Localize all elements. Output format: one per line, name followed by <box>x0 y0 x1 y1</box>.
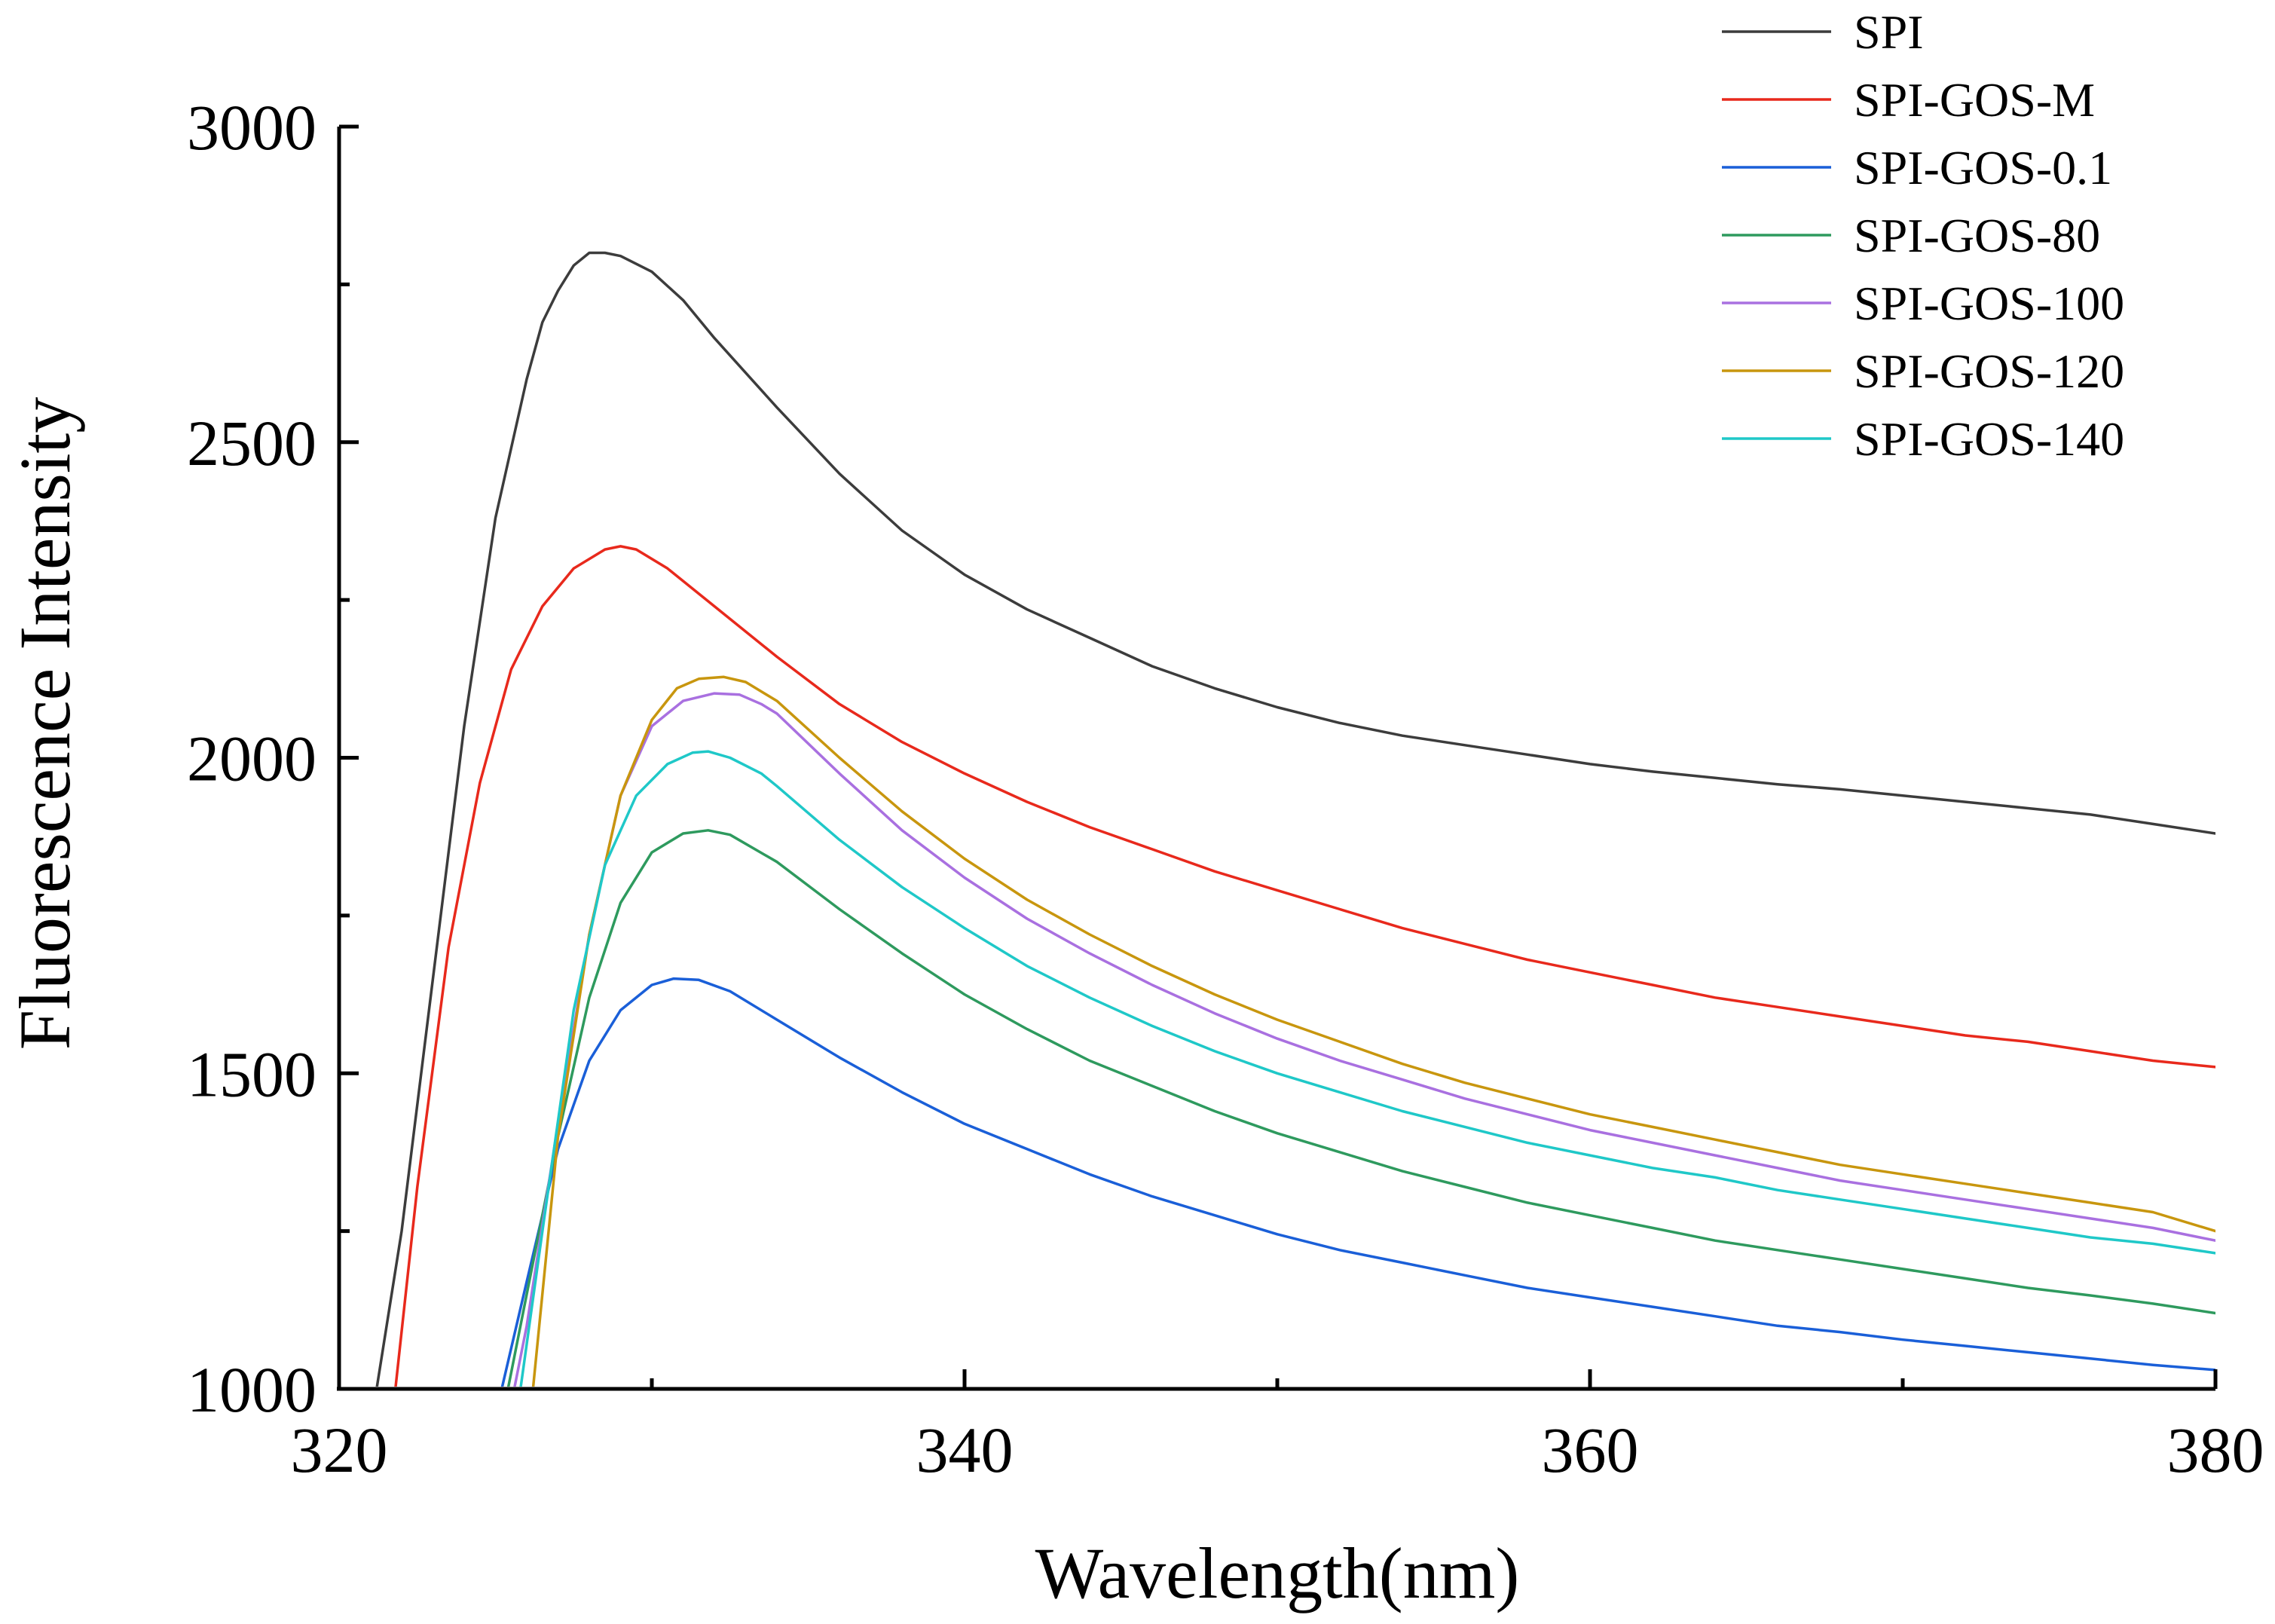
legend-item-spi: SPI <box>1722 5 1924 59</box>
series-line-spi <box>375 251 2215 1387</box>
legend-item-spi-gos-0-1: SPI-GOS-0.1 <box>1722 141 2112 194</box>
series-line-spi-gos-120 <box>531 675 2215 1387</box>
legend-item-spi-gos-80: SPI-GOS-80 <box>1722 209 2100 262</box>
y-tick-label: 2500 <box>187 407 316 479</box>
tick-label-layer: 320 340 360 380 1000 1500 2000 2500 3000 <box>187 91 2264 1486</box>
legend-item-spi-gos-100: SPI-GOS-100 <box>1722 277 2124 330</box>
x-tick-label: 360 <box>1542 1414 1639 1486</box>
legend-item-spi-gos-120: SPI-GOS-120 <box>1722 344 2124 398</box>
legend-label: SPI-GOS-100 <box>1854 277 2124 330</box>
x-tick-label: 340 <box>916 1414 1014 1486</box>
x-tick-label: 320 <box>291 1414 388 1486</box>
y-tick-label: 1500 <box>187 1038 316 1110</box>
tick-layer <box>337 124 2218 1391</box>
series-line-spi-gos-140 <box>519 750 2215 1387</box>
y-axis-title: Fluorescence Intensity <box>5 397 85 1050</box>
series-line-spi-gos-0-1 <box>500 977 2215 1387</box>
legend-label: SPI-GOS-140 <box>1854 412 2124 466</box>
legend-label: SPI-GOS-80 <box>1854 209 2100 262</box>
legend-item-spi-gos-140: SPI-GOS-140 <box>1722 412 2124 466</box>
y-tick-label: 1000 <box>187 1353 316 1426</box>
series-line-spi-gos-m <box>394 545 2215 1387</box>
series-line-spi-gos-80 <box>506 829 2215 1387</box>
legend: SPI SPI-GOS-M SPI-GOS-0.1 SPI-GOS-80 SPI-GOS… <box>1722 5 2124 466</box>
series-layer <box>375 251 2215 1387</box>
legend-label: SPI-GOS-0.1 <box>1854 141 2112 194</box>
legend-label: SPI-GOS-M <box>1854 73 2095 127</box>
legend-label: SPI <box>1854 5 1924 59</box>
legend-item-spi-gos-m: SPI-GOS-M <box>1722 73 2095 127</box>
x-tick-label: 380 <box>2167 1414 2264 1486</box>
x-axis-title: Wavelength(nm) <box>1035 1533 1520 1613</box>
series-line-spi-gos-100 <box>513 692 2215 1387</box>
legend-label: SPI-GOS-120 <box>1854 344 2124 398</box>
y-tick-label: 2000 <box>187 723 316 795</box>
y-tick-label: 3000 <box>187 91 316 164</box>
